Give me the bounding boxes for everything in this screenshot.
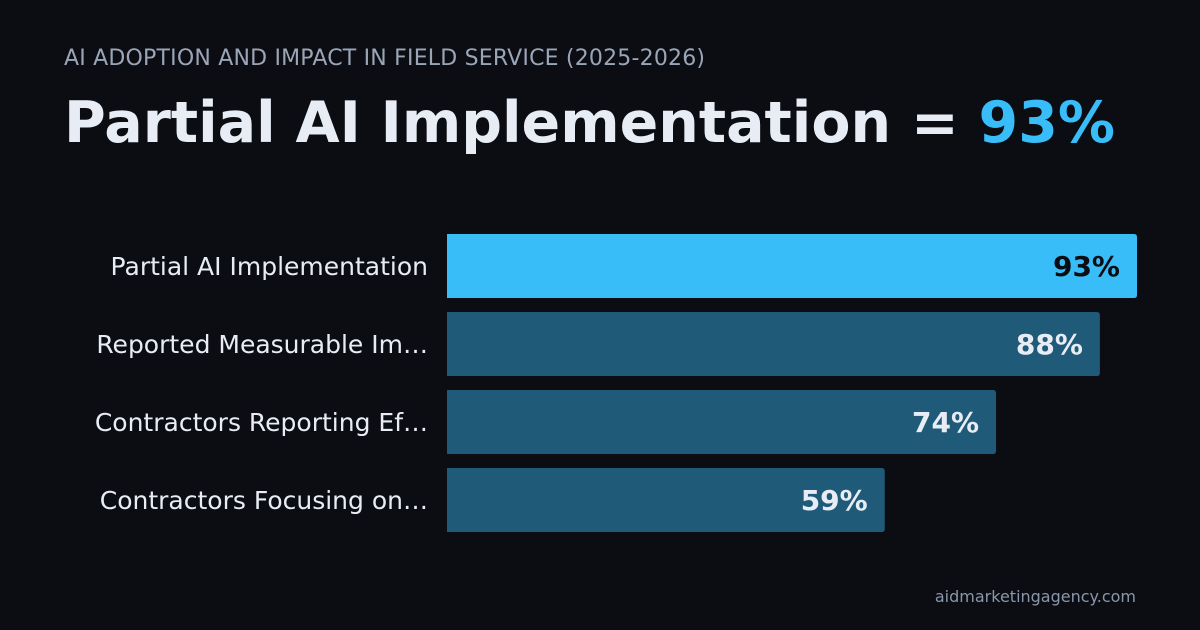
bar-3 [447, 468, 885, 532]
value-label-2: 74% [912, 406, 979, 439]
category-label-2: Contractors Reporting Ef… [95, 408, 428, 437]
headline-equals: = [891, 90, 979, 156]
headline-value: 93% [978, 90, 1115, 156]
category-label-0: Partial AI Implementation [111, 252, 428, 281]
headline: Partial AI Implementation = 93% [64, 90, 1115, 156]
category-label-1: Reported Measurable Im… [96, 330, 428, 359]
value-label-1: 88% [1016, 328, 1083, 361]
value-label-3: 59% [801, 484, 868, 517]
category-label-3: Contractors Focusing on… [100, 486, 428, 515]
headline-label: Partial AI Implementation [64, 90, 892, 156]
bar-2 [447, 390, 997, 454]
bar-0 [447, 234, 1137, 298]
value-label-0: 93% [1053, 250, 1120, 283]
source-credit: aidmarketingagency.com [934, 587, 1136, 606]
bar-1 [447, 312, 1100, 376]
chart-subtitle: AI ADOPTION AND IMPACT IN FIELD SERVICE … [64, 46, 706, 71]
